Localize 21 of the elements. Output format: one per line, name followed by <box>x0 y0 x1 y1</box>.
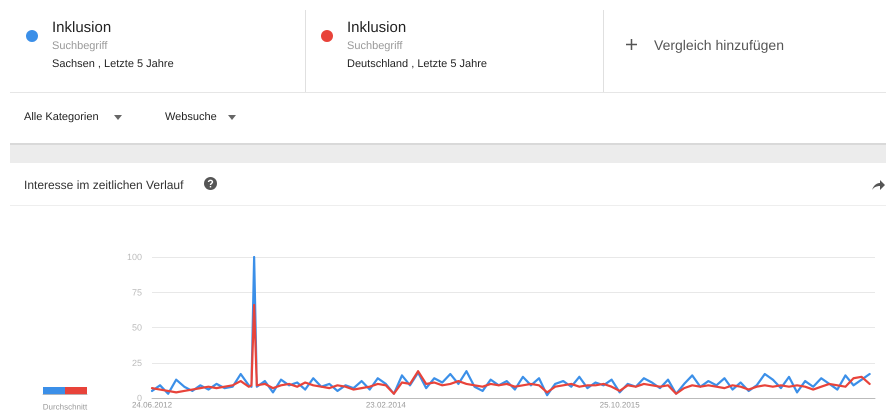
y-tick-label: 50 <box>132 322 142 332</box>
text: Websuche <box>165 111 217 123</box>
text: Sachsen , Letzte 5 Jahre <box>52 58 174 70</box>
legend-label: Inklusion <box>52 19 112 36</box>
y-tick-label: 100 <box>126 252 142 262</box>
x-tick-label: 24.06.2012 <box>132 400 173 410</box>
line-series <box>150 304 871 395</box>
text: Suchbegriff <box>52 40 108 52</box>
y-tick-label: 25 <box>132 358 142 368</box>
chart-title: Interesse im zeitlichen Verlauf <box>24 178 184 192</box>
y-tick-label: 0 <box>136 393 142 403</box>
y-tick-label: 75 <box>132 287 142 298</box>
text: Alle Kategorien <box>24 111 99 123</box>
text: Deutschland , Letzte 5 Jahre <box>347 58 488 70</box>
legend-label: Inklusion <box>347 19 406 36</box>
x-tick-label: 25.10.2015 <box>600 400 640 410</box>
x-axis-title: Durchschnitt <box>42 402 88 412</box>
x-tick-label: 23.02.2014 <box>366 400 406 410</box>
text: Vergleich hinzufügen <box>654 37 784 53</box>
line-series <box>150 256 871 396</box>
text: Suchbegriff <box>347 40 402 52</box>
